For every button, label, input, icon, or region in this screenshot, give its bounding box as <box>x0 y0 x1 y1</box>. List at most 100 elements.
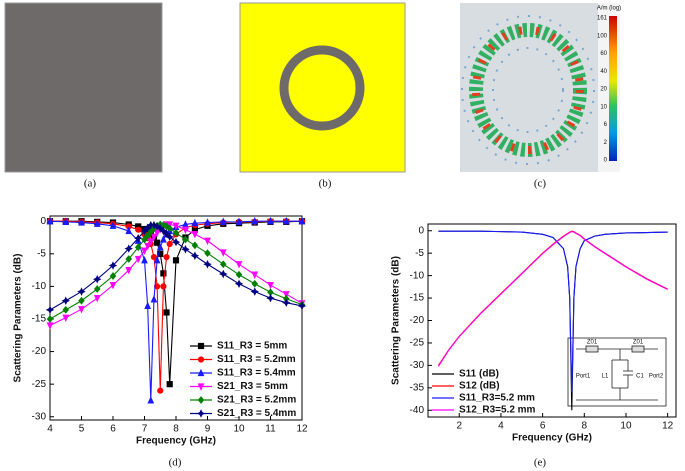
marker <box>160 283 167 290</box>
marker <box>266 293 275 303</box>
inset-label: C1 <box>636 374 644 380</box>
substrate-image <box>4 2 163 173</box>
marker <box>147 238 155 246</box>
marker <box>219 269 228 279</box>
field-ring <box>472 26 584 154</box>
colorbar-label: 0 <box>604 158 608 164</box>
legend-marker <box>197 383 205 391</box>
legend-marker <box>197 356 205 363</box>
series-line <box>437 231 668 367</box>
series-line <box>49 220 302 401</box>
y-tick-label: -5 <box>415 248 424 259</box>
marker <box>190 251 200 260</box>
colorbar-label: 20 <box>600 87 607 93</box>
marker <box>133 233 143 243</box>
panel-label: (b) <box>319 178 332 190</box>
marker <box>45 305 55 315</box>
marker <box>235 270 243 279</box>
y-tick-label: -25 <box>410 338 425 349</box>
marker <box>282 298 291 307</box>
marker <box>191 218 199 227</box>
marker <box>182 235 189 244</box>
marker <box>125 266 133 275</box>
marker <box>172 222 180 231</box>
legend-marker <box>197 396 205 404</box>
colorbar-title: A/m (log) <box>597 6 621 12</box>
legend-label: S11_R3 = 5.4mm <box>217 368 296 379</box>
marker <box>172 257 180 264</box>
marker <box>135 226 142 233</box>
marker <box>154 239 161 246</box>
marker <box>181 245 190 254</box>
legend-label: S11_R3 = 5mm <box>217 341 287 352</box>
marker <box>125 255 133 263</box>
marker <box>166 381 173 388</box>
field-arrows <box>461 15 595 165</box>
y-tick-label: 0 <box>418 225 424 236</box>
legend-marker <box>197 368 205 377</box>
colorbar-label: 100 <box>597 33 608 39</box>
marker <box>163 309 170 316</box>
field-arrows <box>492 47 564 133</box>
y-tick-label: -15 <box>410 293 425 304</box>
x-tick-label: 7 <box>142 424 148 435</box>
y-tick-label: -35 <box>410 382 425 393</box>
marker <box>219 249 227 257</box>
x-tick-label: 10 <box>620 421 632 432</box>
x-tick-label: 6 <box>540 421 546 432</box>
legend-label: S11_R3=5.2 mm <box>459 393 535 404</box>
inset-label: Port2 <box>649 374 664 380</box>
marker <box>219 217 227 225</box>
marker <box>267 216 274 225</box>
marker <box>62 305 70 314</box>
x-axis-title: Frequency (GHz) <box>136 436 216 447</box>
marker <box>191 231 199 239</box>
marker <box>78 306 85 314</box>
y-axis-title: Scattering Parameters (dB) <box>13 254 24 383</box>
y-tick-label: -20 <box>410 315 425 326</box>
marker <box>251 271 259 279</box>
x-tick-label: 4 <box>47 424 53 435</box>
marker <box>141 247 148 255</box>
marker <box>204 237 211 246</box>
y-tick-label: 0 <box>40 216 46 227</box>
marker <box>93 275 102 284</box>
marker <box>297 301 307 311</box>
marker <box>203 260 212 269</box>
marker <box>147 227 155 236</box>
marker <box>156 242 164 251</box>
x-tick-label: 8 <box>173 424 179 435</box>
marker <box>251 216 259 225</box>
colorbar-label: 2 <box>604 140 608 146</box>
marker <box>134 255 142 264</box>
marker <box>152 222 162 231</box>
x-tick-label: 12 <box>296 424 308 435</box>
colorbar-label: 6 <box>604 122 608 128</box>
marker <box>78 296 85 305</box>
marker <box>134 243 142 252</box>
colorbar <box>609 16 617 161</box>
marker <box>147 396 155 404</box>
marker <box>166 224 173 233</box>
x-tick-label: 12 <box>662 421 674 432</box>
marker <box>62 217 70 225</box>
marker <box>234 279 244 288</box>
legend-label: S21_R3 = 5.4mm <box>217 408 296 419</box>
legend-label: S21_R3 = 5.2mm <box>217 395 296 406</box>
marker <box>150 295 158 303</box>
marker <box>144 242 152 251</box>
marker <box>298 216 306 225</box>
marker <box>165 232 174 242</box>
x-tick-label: 11 <box>265 424 276 435</box>
marker <box>61 296 70 305</box>
y-tick-label: -10 <box>32 281 47 292</box>
marker <box>46 315 54 323</box>
ring-image <box>239 2 406 173</box>
marker <box>160 270 167 277</box>
colorbar-label: 10 <box>600 104 607 110</box>
marker <box>235 217 243 225</box>
legend-label: S21_R3 = 5mm <box>217 381 288 392</box>
marker <box>108 261 118 270</box>
marker <box>124 244 133 253</box>
